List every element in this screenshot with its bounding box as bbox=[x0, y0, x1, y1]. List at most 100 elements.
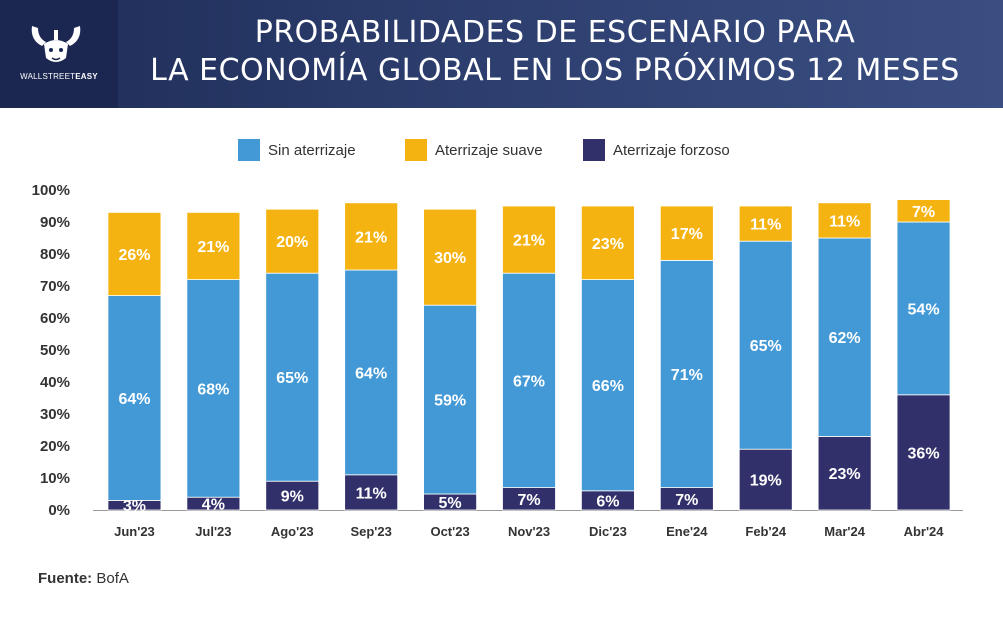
bar-sin bbox=[344, 269, 399, 476]
bar-sin bbox=[107, 295, 162, 501]
y-tick-label: 100% bbox=[32, 182, 70, 199]
data-label-sin: 62% bbox=[829, 330, 861, 347]
data-label-sin: 71% bbox=[671, 367, 703, 384]
data-label-suave: 11% bbox=[750, 217, 781, 234]
source-value: BofA bbox=[96, 570, 129, 587]
data-label-forzoso: 23% bbox=[829, 466, 861, 483]
x-tick-label: Nov'23 bbox=[508, 524, 550, 539]
bull-hands-icon bbox=[31, 26, 81, 62]
x-tick-label: Mar'24 bbox=[824, 524, 865, 539]
logo: WALLSTREETEASY bbox=[0, 0, 118, 108]
y-tick-label: 60% bbox=[40, 310, 70, 327]
source-label: Fuente: bbox=[38, 570, 93, 587]
bar-suave bbox=[581, 205, 635, 280]
bar-suave bbox=[659, 205, 714, 261]
bar-suave bbox=[423, 208, 477, 306]
data-label-forzoso: 9% bbox=[281, 489, 304, 506]
y-tick-label: 10% bbox=[40, 470, 70, 487]
x-tick-label: Abr'24 bbox=[904, 524, 945, 539]
data-label-sin: 59% bbox=[434, 393, 466, 410]
x-tick-label: Jun'23 bbox=[114, 524, 155, 539]
legend-item-sin: Sin aterrizaje bbox=[238, 138, 356, 162]
y-tick-label: 90% bbox=[40, 214, 70, 231]
y-tick-label: 50% bbox=[40, 342, 70, 359]
legend-item-forzoso: Aterrizaje forzoso bbox=[583, 138, 730, 162]
bar-suave bbox=[344, 202, 399, 271]
bar-sin bbox=[581, 279, 635, 492]
bar-suave bbox=[502, 205, 556, 274]
data-label-sin: 65% bbox=[276, 370, 308, 387]
data-label-forzoso: 7% bbox=[517, 492, 540, 509]
data-label-forzoso: 19% bbox=[750, 473, 782, 490]
x-tick-label: Ene'24 bbox=[666, 524, 708, 539]
bar-sin bbox=[502, 272, 556, 488]
bar-sin bbox=[265, 272, 320, 482]
bar-forzoso bbox=[265, 480, 320, 511]
y-tick-label: 20% bbox=[40, 438, 70, 455]
data-label-forzoso: 6% bbox=[596, 493, 619, 510]
y-tick-label: 30% bbox=[40, 406, 70, 423]
bar-suave bbox=[107, 212, 162, 296]
data-label-suave: 7% bbox=[912, 204, 935, 221]
data-label-forzoso: 11% bbox=[356, 485, 387, 502]
bar-forzoso bbox=[344, 474, 399, 511]
title-line-2: LA ECONOMÍA GLOBAL EN LOS PRÓXIMOS 12 ME… bbox=[150, 53, 960, 88]
data-label-sin: 65% bbox=[750, 338, 782, 355]
data-label-sin: 66% bbox=[592, 378, 624, 395]
bar-sin bbox=[186, 279, 241, 498]
bar-suave bbox=[265, 208, 320, 274]
x-tick-label: Jul'23 bbox=[195, 524, 231, 539]
legend: Sin aterrizaje Aterrizaje suave Aterriza… bbox=[0, 138, 1003, 162]
legend-swatch-suave bbox=[405, 139, 427, 161]
bar-suave bbox=[738, 205, 793, 242]
data-label-forzoso: 7% bbox=[675, 492, 698, 509]
bar-suave bbox=[896, 199, 951, 223]
x-tick-label: Dic'23 bbox=[589, 524, 627, 539]
y-tick-label: 70% bbox=[40, 278, 70, 295]
data-label-suave: 17% bbox=[671, 226, 703, 243]
bar-forzoso bbox=[738, 448, 793, 511]
data-label-suave: 11% bbox=[829, 213, 860, 230]
chart-title: PROBABILIDADES DE ESCENARIO PARA LA ECON… bbox=[130, 14, 980, 90]
y-tick-label: 0% bbox=[48, 502, 70, 519]
y-tick-label: 40% bbox=[40, 374, 70, 391]
data-label-suave: 21% bbox=[513, 233, 545, 250]
bar-sin bbox=[817, 237, 872, 437]
legend-label-suave: Aterrizaje suave bbox=[435, 141, 543, 159]
legend-item-suave: Aterrizaje suave bbox=[405, 138, 543, 162]
data-label-suave: 30% bbox=[434, 250, 466, 267]
legend-label-sin: Sin aterrizaje bbox=[268, 141, 356, 159]
data-label-suave: 26% bbox=[118, 247, 150, 264]
data-label-sin: 64% bbox=[118, 391, 150, 408]
data-label-sin: 68% bbox=[197, 381, 229, 398]
x-tick-label: Oct'23 bbox=[430, 524, 469, 539]
data-label-suave: 21% bbox=[197, 239, 229, 256]
stacked-bar-chart: 0% 10% 20% 30% 40% 50% 60% 70% 80% 90% 100% 3% 64% 26… bbox=[32, 182, 963, 539]
data-label-forzoso: 4% bbox=[202, 497, 225, 514]
title-line-1: PROBABILIDADES DE ESCENARIO PARA bbox=[254, 15, 856, 50]
bar-suave bbox=[817, 202, 872, 239]
bar-suave bbox=[186, 212, 241, 280]
data-label-forzoso: 5% bbox=[439, 495, 462, 512]
y-tick-label: 80% bbox=[40, 246, 70, 263]
data-label-suave: 21% bbox=[355, 229, 387, 246]
legend-swatch-sin bbox=[238, 139, 260, 161]
x-tick-label: Ago'23 bbox=[271, 524, 314, 539]
data-label-forzoso: 36% bbox=[908, 445, 940, 462]
data-label-sin: 64% bbox=[355, 365, 387, 382]
bar-sin bbox=[423, 304, 477, 495]
header-banner: WALLSTREETEASY PROBABILIDADES DE ESCENAR… bbox=[0, 0, 1003, 108]
legend-label-forzoso: Aterrizaje forzoso bbox=[613, 141, 730, 159]
data-label-suave: 23% bbox=[592, 236, 624, 253]
logo-text: WALLSTREETEASY bbox=[20, 72, 98, 81]
bar-sin bbox=[738, 240, 793, 450]
data-label-forzoso: 3% bbox=[123, 498, 146, 515]
bar-forzoso bbox=[817, 435, 872, 511]
data-label-sin: 54% bbox=[908, 301, 940, 318]
x-tick-label: Feb'24 bbox=[745, 524, 786, 539]
bar-forzoso bbox=[896, 394, 951, 511]
source-note: Fuente: BofA bbox=[38, 570, 129, 587]
bar-sin bbox=[659, 260, 714, 488]
data-label-sin: 67% bbox=[513, 373, 545, 390]
legend-swatch-forzoso bbox=[583, 139, 605, 161]
